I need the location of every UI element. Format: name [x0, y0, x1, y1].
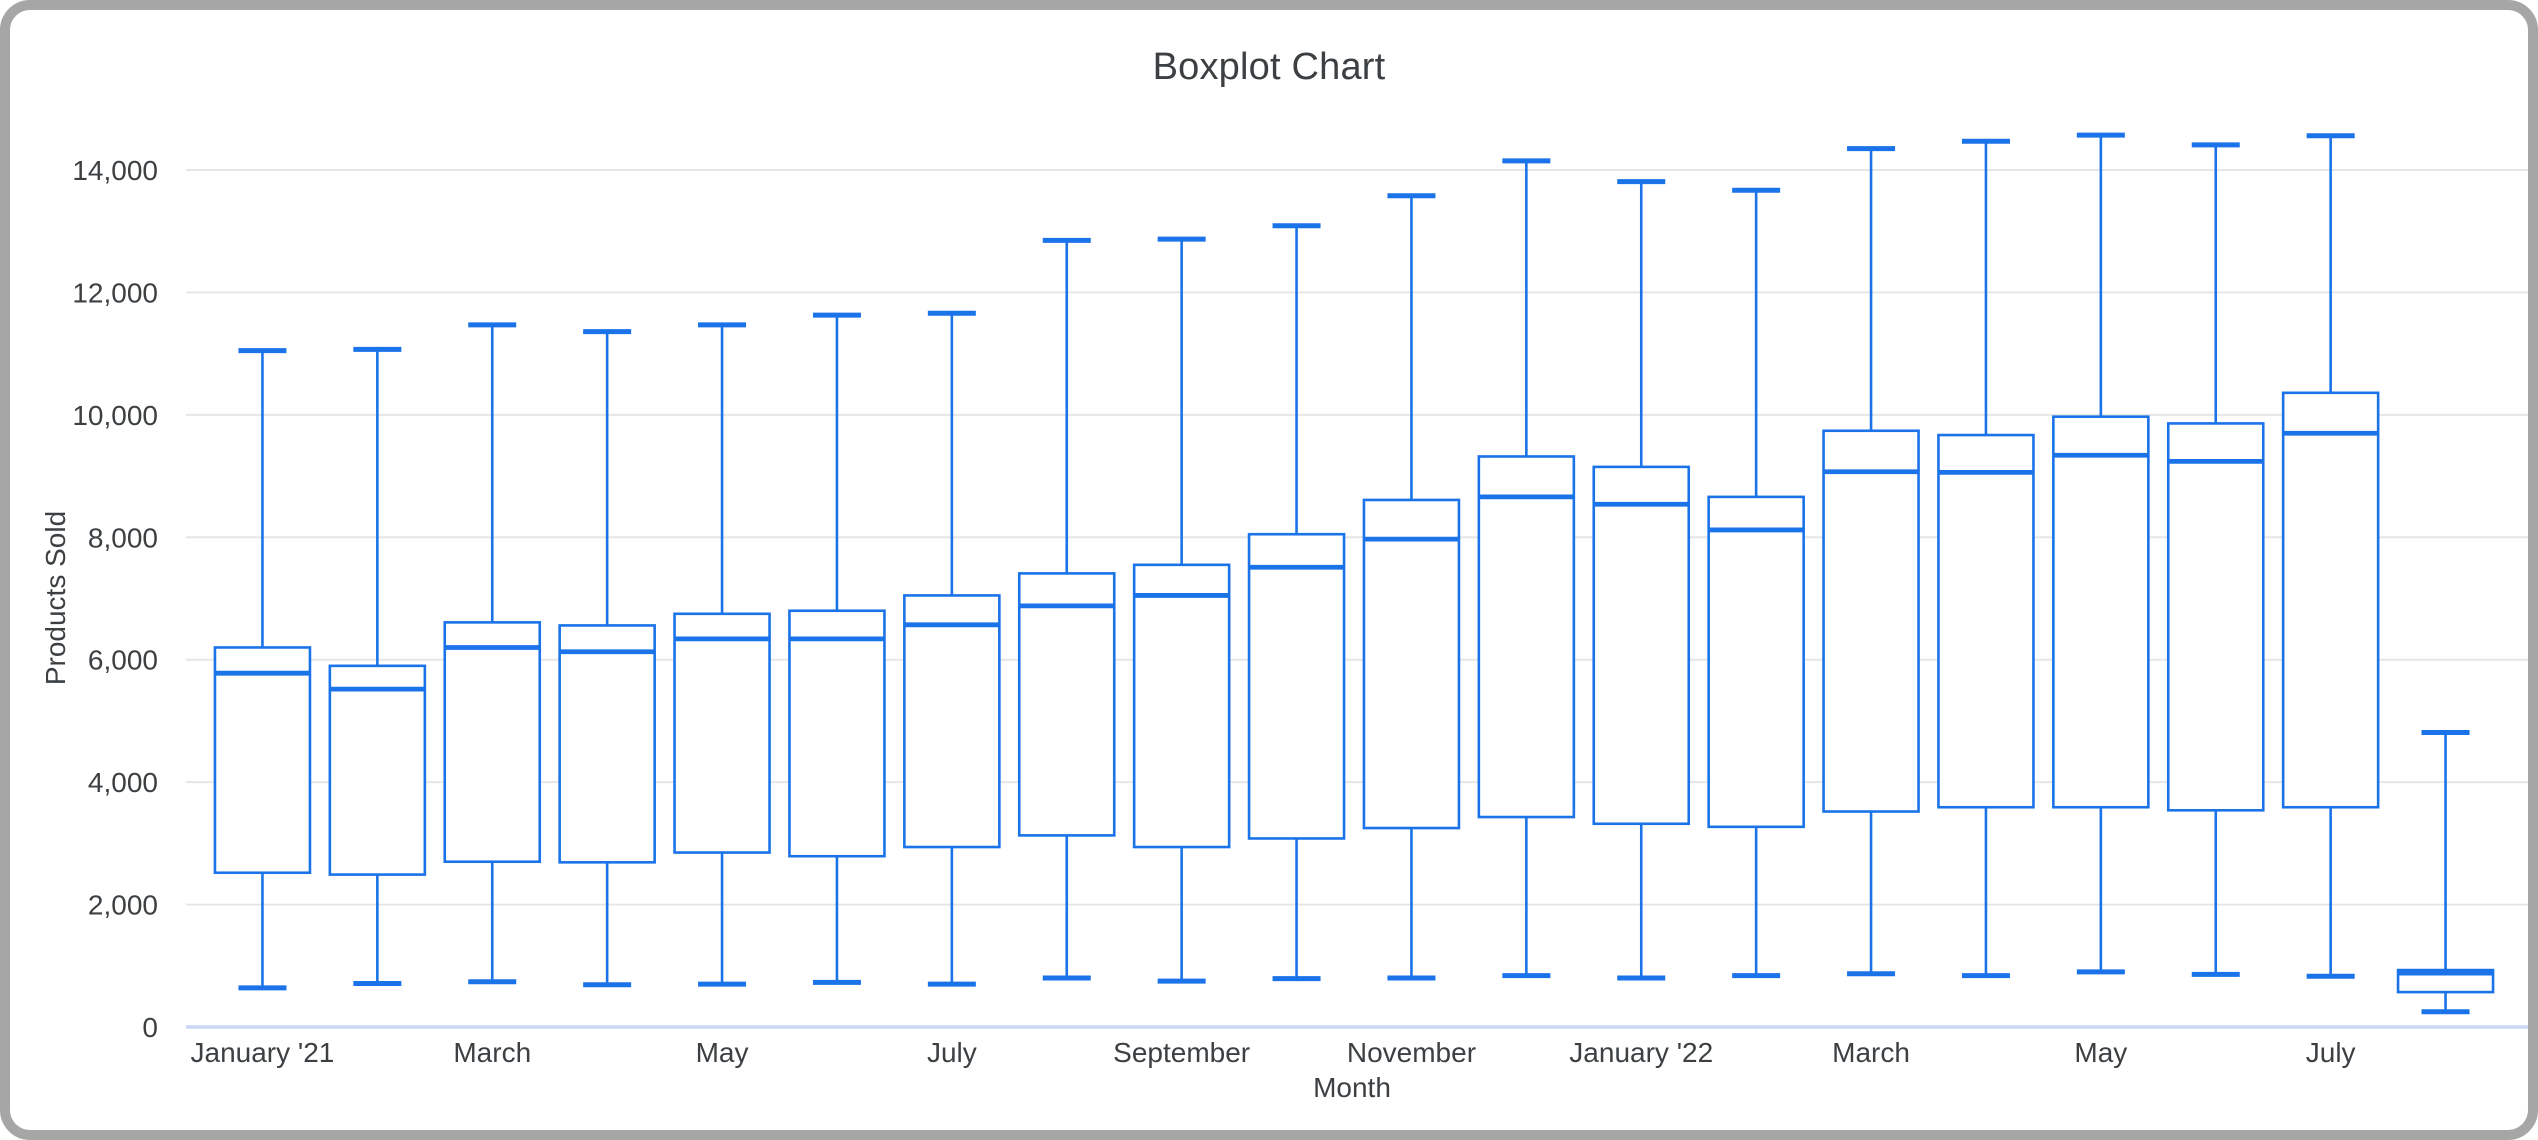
- boxplot-group[interactable]: [1132, 236, 1231, 984]
- box-rect: [2281, 391, 2380, 809]
- boxplot-group[interactable]: [2396, 730, 2495, 1015]
- x-tick-label: September: [1113, 1037, 1250, 1068]
- boxplot-group[interactable]: [2052, 132, 2150, 975]
- box-rect: [1017, 572, 1116, 837]
- box-rect: [2052, 415, 2150, 809]
- y-tick-label: 10,000: [72, 400, 158, 431]
- y-tick-label: 4,000: [88, 767, 158, 798]
- box-rect: [558, 624, 656, 864]
- boxplot-group[interactable]: [213, 348, 312, 991]
- y-tick-label: 8,000: [88, 522, 158, 553]
- chart-title: Boxplot Chart: [1152, 46, 1386, 88]
- boxplot-group[interactable]: [443, 322, 542, 985]
- x-tick-label: November: [1347, 1037, 1476, 1068]
- box-rect: [673, 612, 771, 854]
- box-rect: [213, 646, 312, 875]
- box-rect: [1132, 563, 1231, 849]
- x-tick-label: July: [2306, 1037, 2356, 1068]
- box-rect: [1707, 495, 1805, 829]
- box-rect: [1477, 455, 1576, 819]
- boxplot-canvas: 0 2,000 4,000 6,000 8,000 10,000 12,000 14,000 J…: [72, 132, 2528, 1068]
- x-tick-label: May: [2074, 1037, 2127, 1068]
- x-tick-label: May: [696, 1037, 749, 1068]
- boxplot-group[interactable]: [1822, 146, 1920, 977]
- boxplot-group[interactable]: [1707, 187, 1805, 979]
- boxplot-group[interactable]: [1937, 138, 2035, 979]
- x-tick-label: July: [927, 1037, 977, 1068]
- boxplot-group[interactable]: [2281, 133, 2380, 979]
- boxplot-group[interactable]: [558, 329, 656, 988]
- x-tick-label: January '22: [1569, 1037, 1713, 1068]
- box-rect: [2396, 968, 2495, 994]
- boxplot-group[interactable]: [788, 312, 886, 985]
- x-tick-label: January '21: [191, 1037, 335, 1068]
- y-tick-label: 12,000: [72, 277, 158, 308]
- x-axis-title: Month: [1313, 1072, 1391, 1103]
- boxplot-group[interactable]: [1362, 193, 1461, 981]
- boxplot-group[interactable]: [328, 346, 427, 987]
- box-rect: [1592, 465, 1691, 826]
- box-rect: [1937, 433, 2035, 809]
- y-tick-label: 2,000: [88, 890, 158, 921]
- boxplot-group[interactable]: [1477, 158, 1576, 979]
- boxplot-group[interactable]: [1592, 179, 1691, 981]
- y-tick-label: 6,000: [88, 645, 158, 676]
- box-rect: [903, 594, 1001, 849]
- box-rect: [443, 621, 542, 864]
- box-rect: [1362, 498, 1461, 830]
- y-tick-label: 0: [142, 1012, 158, 1043]
- box-rect: [328, 664, 427, 876]
- boxplot-group[interactable]: [903, 310, 1001, 987]
- boxplot-group[interactable]: [1247, 223, 1346, 982]
- x-tick-label: March: [453, 1037, 531, 1068]
- x-tick-label: March: [1832, 1037, 1910, 1068]
- boxplot-group[interactable]: [2166, 142, 2265, 977]
- box-rect: [788, 609, 886, 858]
- box-rect: [1247, 532, 1346, 840]
- y-tick-label: 14,000: [72, 155, 158, 186]
- boxplot-group[interactable]: [673, 322, 771, 987]
- boxplot-group[interactable]: [1017, 237, 1116, 981]
- box-rect: [2166, 422, 2265, 812]
- box-rect: [1822, 429, 1920, 813]
